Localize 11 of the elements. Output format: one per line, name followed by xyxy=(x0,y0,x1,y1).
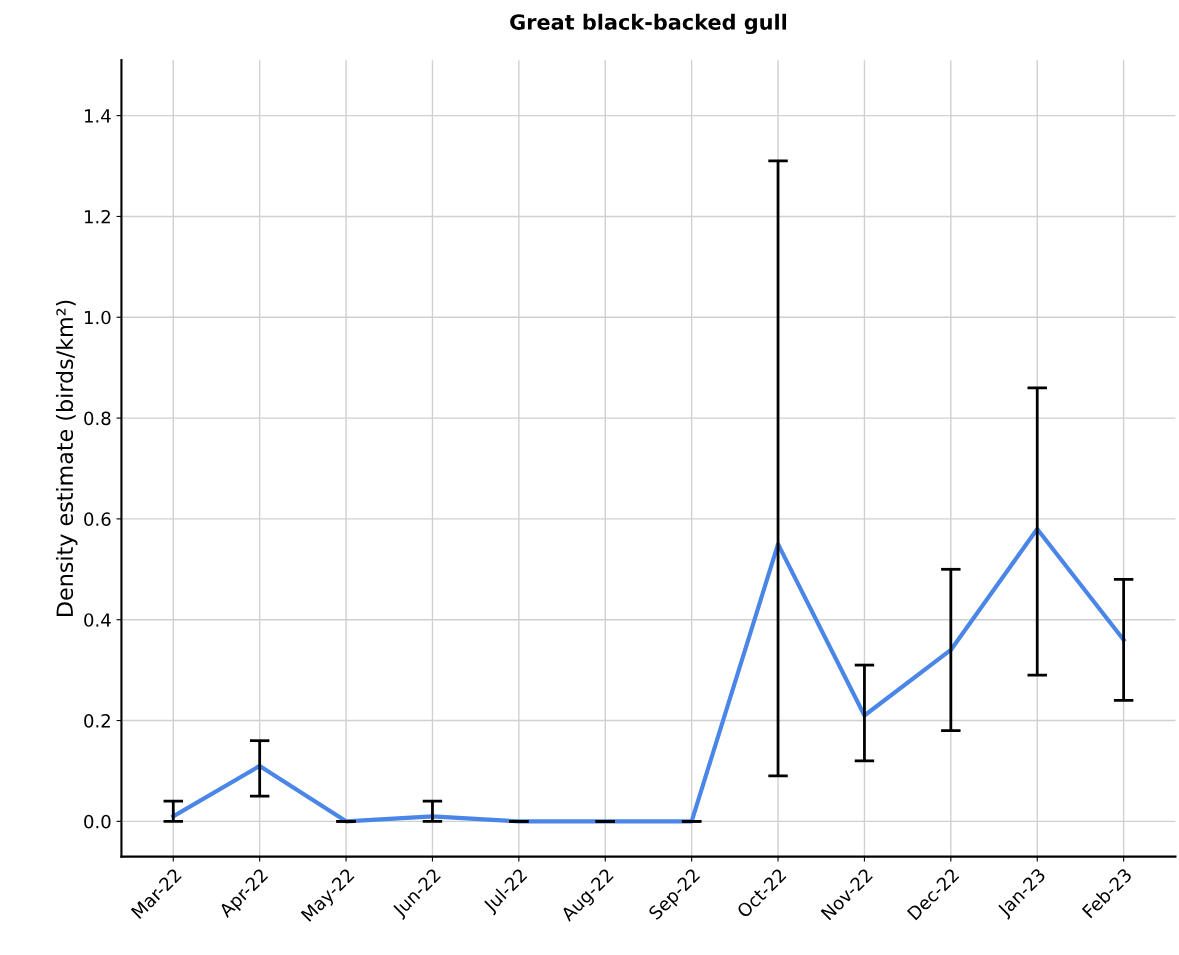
y-tick-label: 0.6 xyxy=(84,512,111,527)
chart-title: Great black-backed gull xyxy=(510,13,787,35)
y-tick-label: 1.0 xyxy=(84,310,111,325)
y-tick-label: 0.0 xyxy=(84,814,111,829)
y-tick-label: 1.4 xyxy=(84,109,111,123)
y-tick-label: 0.2 xyxy=(84,713,110,728)
y-tick-label: 0.8 xyxy=(84,411,111,426)
y-axis-title: Density estimate (birds/km²) xyxy=(55,300,78,616)
y-tick-label: 0.4 xyxy=(84,613,111,627)
line-series xyxy=(171,526,1126,824)
y-tick-label: 1.2 xyxy=(84,209,110,224)
